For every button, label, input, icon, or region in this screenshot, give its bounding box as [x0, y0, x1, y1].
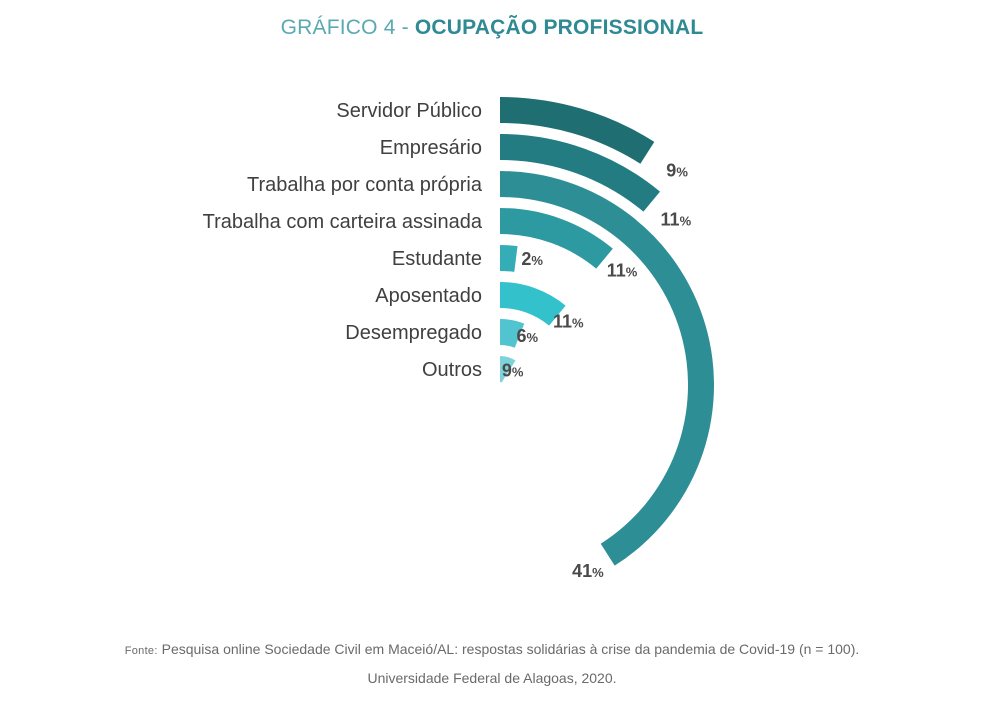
bar-empres-rio — [500, 134, 660, 212]
category-label: Estudante — [392, 248, 482, 270]
radial-bar-chart: Servidor Público 9% Empresário 11% Trabalha … — [203, 97, 714, 581]
bar-servidor-p-blico — [500, 97, 655, 164]
value-label: 11% — [661, 210, 692, 230]
category-label: Trabalha por conta própria — [247, 174, 483, 196]
value-label: 9% — [502, 361, 524, 381]
category-label: Trabalha com carteira assinada — [203, 211, 483, 233]
value-label: 6% — [516, 326, 538, 346]
bar-aposentado — [500, 282, 566, 326]
chart-title: GRÁFICO 4 - OCUPAÇÃO PROFISSIONAL — [0, 16, 984, 40]
bar-outros — [500, 356, 516, 383]
bar-trabalha-com-carteira-assinada — [500, 208, 613, 269]
bar-trabalha-por-conta-pr-pria — [500, 171, 714, 566]
source-line2: Universidade Federal de Alagoas, 2020. — [367, 670, 617, 686]
source-note: Fonte: Pesquisa online Sociedade Civil e… — [0, 636, 984, 692]
bar-estudante — [500, 245, 518, 272]
chart-title-main: OCUPAÇÃO PROFISSIONAL — [414, 16, 704, 39]
source-text: Pesquisa online Sociedade Civil em Macei… — [161, 641, 860, 657]
value-label: 2% — [521, 249, 543, 269]
source-label: Fonte: — [124, 645, 158, 657]
value-label: 11% — [607, 261, 638, 281]
category-label: Outros — [422, 359, 482, 381]
category-label: Servidor Público — [336, 100, 482, 122]
bar-desempregado — [500, 319, 525, 348]
value-label: 11% — [553, 311, 584, 331]
chart-title-prefix: GRÁFICO 4 - — [280, 16, 409, 39]
value-label: 9% — [666, 160, 688, 180]
category-label: Empresário — [380, 137, 482, 159]
category-label: Desempregado — [345, 322, 482, 344]
category-label: Aposentado — [375, 285, 482, 307]
value-label: 41% — [572, 561, 604, 581]
